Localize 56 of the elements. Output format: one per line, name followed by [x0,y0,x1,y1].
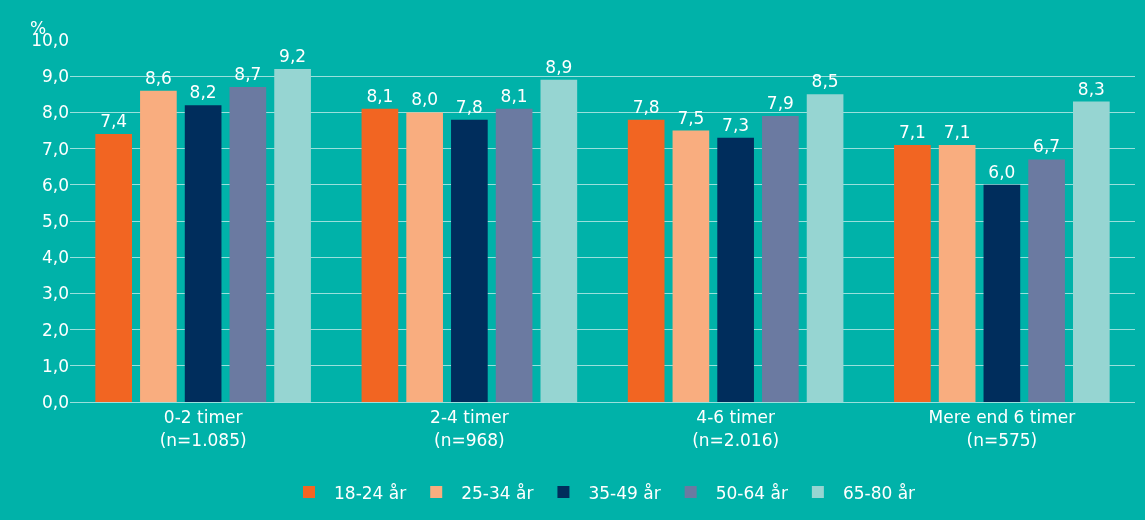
bar [1028,159,1065,402]
data-label: 7,3 [722,114,750,135]
bar [361,108,399,402]
bar [140,90,177,402]
legend-label: 18-24 år [334,482,407,503]
bar [274,68,311,402]
y-tick-label: 6,0 [41,174,69,195]
data-label: 8,2 [189,82,217,103]
bar [540,79,578,402]
data-label: 7,9 [766,93,794,114]
data-label: 8,3 [1077,78,1105,99]
x-tick-label: 4-6 timer (n=2.016) [692,407,780,450]
bar [406,112,443,402]
bar [627,119,665,402]
bar [672,130,710,402]
bar [495,108,533,402]
data-label: 7,1 [943,121,971,142]
bar [184,105,222,402]
x-tick-label: Mere end 6 timer (n=575) [928,407,1076,450]
data-label: 8,0 [411,89,439,110]
data-label: 8,5 [811,71,839,92]
data-label: 7,1 [898,121,926,142]
data-label: 8,9 [545,56,573,77]
bar [229,87,267,402]
data-label: 8,1 [366,85,394,106]
y-tick-label: 8,0 [41,102,69,123]
y-tick-label: 0,0 [41,391,69,412]
legend-label: 25-34 år [461,482,534,503]
bar [95,134,132,402]
y-tick-label: 4,0 [41,247,69,268]
data-label: 7,4 [100,111,128,132]
bar [806,94,844,402]
y-tick-label: 7,0 [41,138,69,159]
bar [938,144,976,402]
legend-label: 50-64 år [715,482,788,503]
y-tick-label: 9,0 [41,66,69,87]
legend-label: 35-49 år [588,482,661,503]
y-tick-label: 2,0 [41,319,69,340]
bar [894,144,931,402]
data-label: 8,1 [500,85,528,106]
bar [762,116,799,402]
bar [983,184,1021,402]
bar [1073,101,1110,402]
y-tick-label: 3,0 [41,283,69,304]
x-tick-label: 0-2 timer (n=1.085) [159,407,247,450]
data-label: 9,2 [279,45,307,66]
data-label: 7,8 [632,96,660,117]
bar [451,119,488,402]
data-label: 7,8 [455,96,483,117]
data-label: 7,5 [677,107,705,128]
x-tick-label: 2-4 timer (n=968) [430,407,509,450]
legend-label: 65-80 år [842,482,916,503]
y-tick-label: 5,0 [41,210,69,231]
bar [717,137,754,402]
y-tick-label: 1,0 [41,355,69,376]
data-label: 6,0 [988,161,1016,182]
